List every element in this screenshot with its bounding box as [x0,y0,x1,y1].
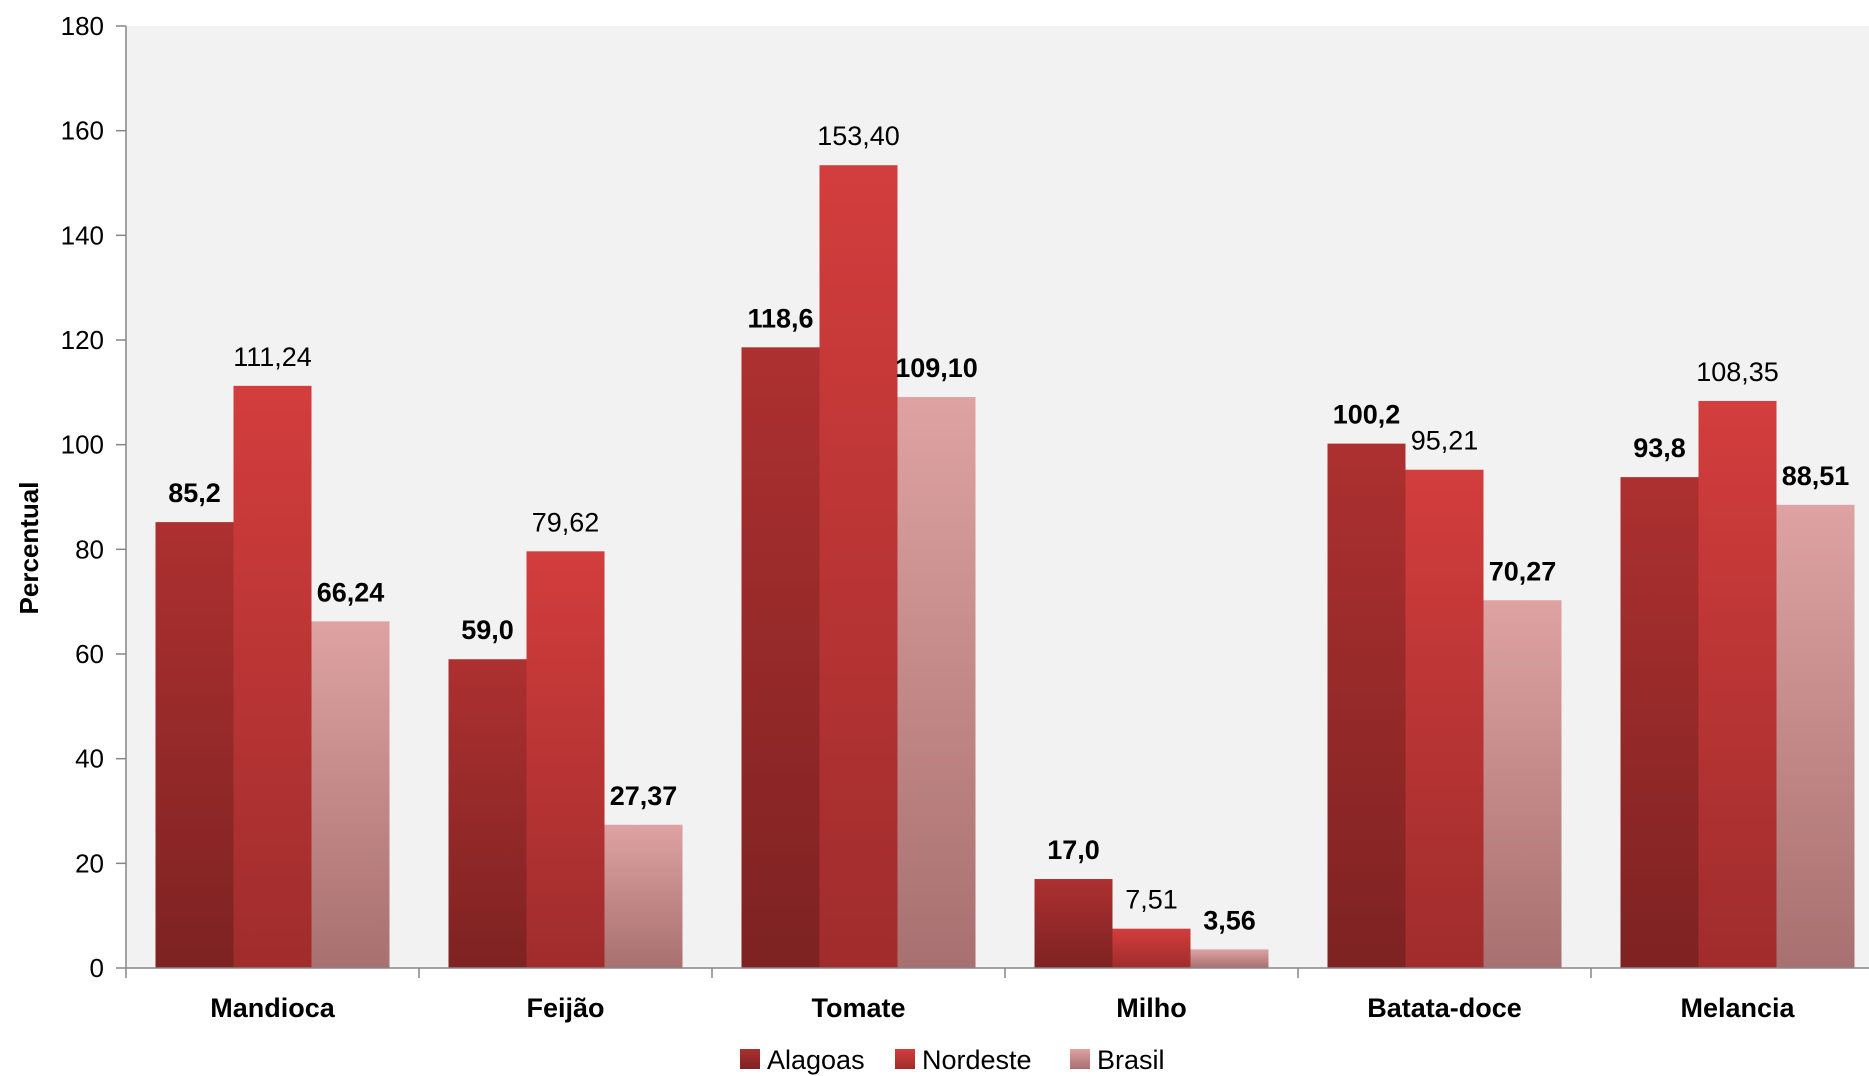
y-tick-label: 60 [75,639,104,669]
data-label-brasil-1: 27,37 [610,781,678,811]
bar-nordeste-2 [819,165,898,968]
bar-alagoas-5 [1620,477,1699,968]
data-label-brasil-2: 109,10 [895,353,978,383]
data-label-nordeste-2: 153,40 [817,121,900,151]
data-label-brasil-5: 88,51 [1782,461,1850,491]
y-tick-label: 120 [61,325,104,355]
bars [155,165,1855,968]
x-category-label: Melancia [1680,993,1795,1023]
y-tick-label: 20 [75,848,104,878]
bar-alagoas-4 [1327,443,1406,968]
data-label-nordeste-5: 108,35 [1696,357,1779,387]
data-label-brasil-0: 66,24 [317,577,385,607]
legend-label-brasil: Brasil [1097,1045,1165,1075]
plot-area [126,26,1869,968]
bar-alagoas-3 [1034,879,1113,968]
y-tick-label: 160 [61,116,104,146]
y-tick-label: 180 [61,11,104,41]
bar-nordeste-0 [233,385,312,968]
data-label-alagoas-0: 85,2 [168,478,221,508]
bar-nordeste-1 [526,551,605,968]
bar-nordeste-5 [1698,400,1777,968]
data-label-alagoas-4: 100,2 [1333,400,1401,430]
legend: Alagoas Nordeste Brasil [740,1045,1165,1075]
bar-brasil-2 [897,397,976,968]
bar-brasil-1 [604,824,683,968]
legend-swatch-alagoas [740,1049,760,1069]
x-category-label: Mandioca [210,993,336,1023]
y-tick-label: 140 [61,220,104,250]
bar-alagoas-0 [155,522,234,968]
data-label-alagoas-5: 93,8 [1633,433,1686,463]
bar-nordeste-4 [1405,469,1484,968]
axes: 0 20 40 60 80 100 120 140 160 180 Mandioca Feijão To… [61,11,1869,1023]
data-label-brasil-4: 70,27 [1489,556,1557,586]
bar-brasil-4 [1483,600,1562,968]
data-label-nordeste-3: 7,51 [1125,885,1178,915]
x-category-label: Feijão [526,993,604,1023]
data-label-alagoas-1: 59,0 [461,615,514,645]
data-label-nordeste-4: 95,21 [1411,426,1479,456]
bar-alagoas-2 [741,347,820,968]
y-tick-label: 0 [90,953,104,983]
legend-swatch-brasil [1070,1049,1090,1069]
bar-alagoas-1 [448,659,527,968]
x-category-label: Tomate [811,993,905,1023]
x-category-label: Milho [1116,993,1186,1023]
legend-label-nordeste: Nordeste [922,1045,1032,1075]
y-tick-label: 80 [75,534,104,564]
data-labels: 85,2 59,0 118,6 17,0 100,2 93,8 111,24 79,62 153… [168,121,1849,935]
data-label-alagoas-2: 118,6 [747,303,813,333]
y-tick-label: 100 [61,430,104,460]
x-category-label: Batata-doce [1367,993,1522,1023]
data-label-nordeste-1: 79,62 [532,507,600,537]
legend-label-alagoas: Alagoas [767,1045,865,1075]
data-label-alagoas-3: 17,0 [1047,835,1100,865]
data-label-nordeste-0: 111,24 [233,342,312,372]
y-tick-label: 40 [75,744,104,774]
bar-brasil-3 [1190,949,1269,968]
y-axis-title: Percentual [14,482,44,615]
bar-brasil-5 [1776,504,1855,968]
legend-swatch-nordeste [895,1049,915,1069]
bar-nordeste-3 [1112,928,1191,968]
bar-brasil-0 [311,621,390,968]
data-label-brasil-3: 3,56 [1203,905,1256,935]
